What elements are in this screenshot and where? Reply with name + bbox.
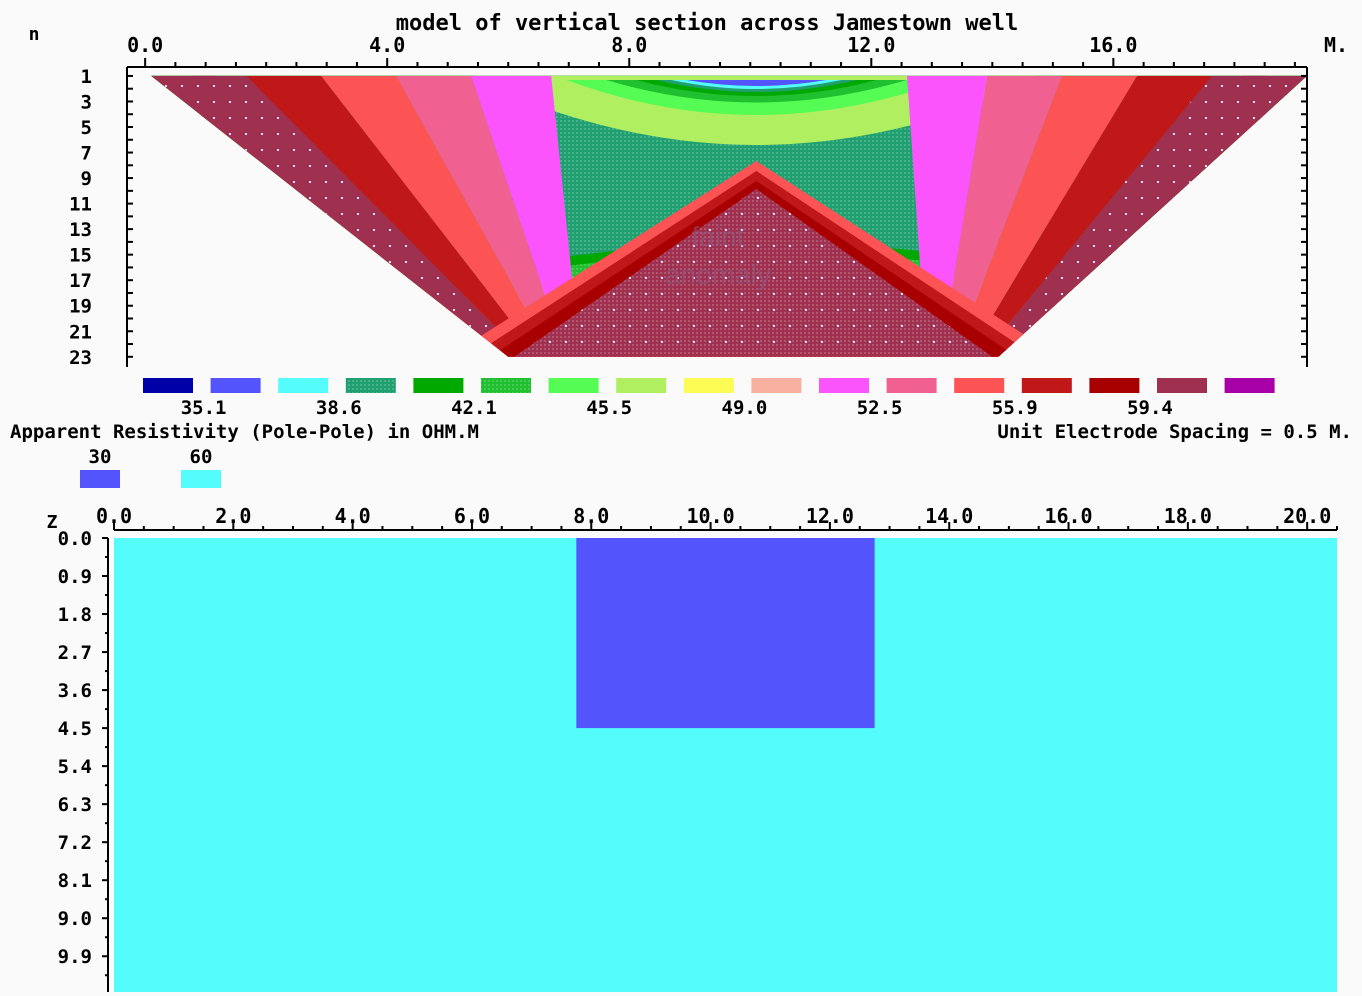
resistivity-model-section [114,538,1337,992]
z-axis-label: Z [47,512,58,533]
model-x-tick-label: 8.0 [573,504,609,528]
model-legend-swatch-0 [80,470,120,488]
wing-outer-dots-right [981,75,1307,357]
model-legend-swatch-1 [181,470,221,488]
model-y-tick-label: 1.8 [58,604,92,626]
anomaly-core-hatch [514,189,993,357]
annotation-line-1: faint [692,221,745,252]
contour-band-blue [686,80,827,86]
x-unit-label: M. [1324,33,1348,57]
wing-stripe-left-3 [321,75,553,357]
model-x-tick-label: 12.0 [806,504,854,528]
legend-swatch-4 [413,378,464,393]
pseudo-y-tick-label: 9 [81,168,92,190]
wing-stripe-left-4 [396,75,566,357]
legend-swatch-11 [886,378,937,393]
caption-electrode-spacing: Unit Electrode Spacing = 0.5 M. [997,421,1352,443]
legend-swatch-texture-5 [481,378,531,393]
model-y-tick-label: 0.0 [58,528,92,550]
model-y-tick-label: 5.4 [58,756,92,778]
pseudo-y-tick-label: 1 [81,66,92,88]
legend-swatch-16 [1224,378,1275,393]
legend-value-label: 59.4 [1127,397,1173,419]
model-x-tick-label: 6.0 [454,504,490,528]
model-y-tick-label: 9.0 [58,908,92,930]
legend-swatch-0 [143,378,193,393]
pseudo-y-tick-label: 7 [81,143,92,165]
model-block-30-0 [576,538,875,729]
annotation-line-2: anomaly [665,259,771,290]
model-y-tick-label: 2.7 [58,642,92,664]
legend-value-label: 49.0 [722,397,768,419]
model-y-tick-label: 7.2 [58,832,92,854]
pseudo-y-tick-label: 19 [69,296,92,318]
legend-swatch-12 [954,378,1005,393]
pseudo-y-tick-label: 5 [81,117,92,139]
pseudo-y-tick-label: 13 [69,219,92,241]
model-x-tick-label: 18.0 [1164,504,1212,528]
legend-swatch-15 [1157,378,1207,393]
wing-stripe-right-4 [940,75,1062,357]
model-x-tick-label: 10.0 [686,504,734,528]
model-y-tick-label: 3.6 [58,680,92,702]
legend-swatch-13 [1021,378,1072,393]
model-x-tick-label: 2.0 [215,504,251,528]
pseudo-x-tick-label: 0.0 [127,33,163,57]
wing-stripe-right-3 [954,75,1137,357]
legend-swatch-8 [683,378,734,393]
legend-swatch-2 [278,378,329,393]
model-y-tick-label: 8.1 [58,870,92,892]
pseudosection-bands [151,75,1308,357]
legend-value-label: 35.1 [181,397,227,419]
model-x-tick-label: 4.0 [335,504,371,528]
legend-swatch-10 [819,378,869,393]
pseudo-y-tick-label: 3 [81,91,92,113]
model-legend-label: 60 [190,446,213,468]
pseudo-x-tick-label: 12.0 [847,33,895,57]
legend-swatch-texture-3 [345,378,396,393]
legend-value-label: 45.5 [586,397,632,419]
resistivity-color-legend: 35.1 38.6 42.1 45.5 49.0 52.5 55.9 59.4 [143,378,1275,419]
pseudosection-title: model of vertical section across Jamesto… [396,11,1019,36]
legend-swatch-6 [548,378,599,393]
model-block-legend: 30 60 [80,446,221,488]
pseudo-y-tick-label: 21 [69,321,92,343]
pseudosection-contour-plot [151,75,1308,357]
wing-stripe-right-2 [967,75,1212,357]
legend-value-label: 55.9 [992,397,1038,419]
model-legend-label: 30 [89,446,112,468]
caption-apparent-resistivity: Apparent Resistivity (Pole-Pole) in OHM.… [10,421,479,443]
model-x-tick-label: 20.0 [1283,504,1331,528]
pseudo-y-tick-label: 23 [69,347,92,369]
legend-value-label: 52.5 [857,397,903,419]
pseudo-x-tick-label: 8.0 [611,33,647,57]
wing-stripe-left-2 [246,75,539,357]
wing-outer-dots-left [151,75,526,357]
pseudo-x-tick-label: 16.0 [1089,33,1137,57]
legend-swatch-9 [751,378,802,393]
n-axis-label: n [29,24,40,45]
wing-stripe-left-5 [471,75,581,357]
model-y-tick-label: 0.9 [58,566,92,588]
model-axes: 0.0 2.0 4.0 6.0 8.0 10.0 12.0 14.0 16.0 18.0 20.0 0… [58,504,1338,996]
pseudo-x-tick-label: 4.0 [369,33,405,57]
model-x-tick-label: 14.0 [925,504,973,528]
legend-swatch-7 [616,378,667,393]
model-y-tick-label: 9.9 [58,946,92,968]
model-y-tick-label: 4.5 [58,718,92,740]
legend-value-label: 38.6 [316,397,362,419]
pseudo-y-tick-label: 15 [69,245,92,267]
pseudo-y-tick-label: 17 [69,270,92,292]
legend-value-label: 42.1 [451,397,497,419]
model-y-tick-label: 6.3 [58,794,92,816]
legend-swatch-14 [1089,378,1140,393]
legend-swatch-1 [210,378,261,393]
model-x-tick-label: 16.0 [1044,504,1092,528]
anomaly-annotation: faint anomaly [665,221,771,290]
model-x-tick-label: 0.0 [96,504,132,528]
pseudo-y-tick-label: 11 [69,194,92,216]
